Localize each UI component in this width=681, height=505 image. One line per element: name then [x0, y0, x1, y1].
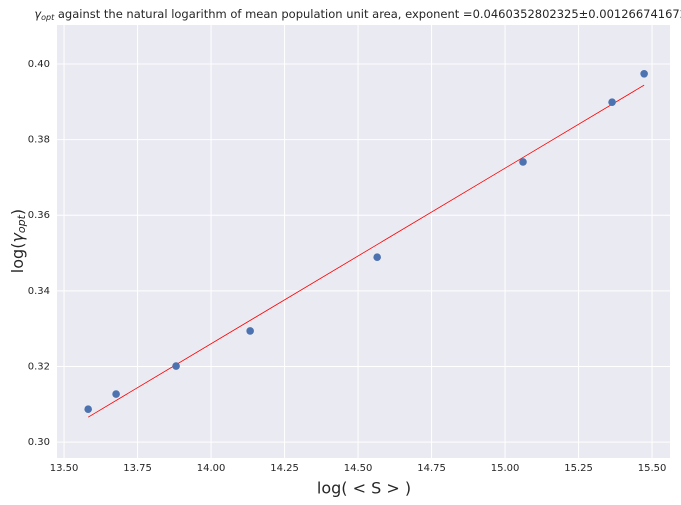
data-point	[112, 390, 120, 398]
y-label-suffix: )	[8, 209, 27, 215]
title-text: against the natural logarithm of mean po…	[54, 7, 681, 21]
y-tick-label: 0.38	[28, 135, 50, 146]
data-point	[640, 69, 648, 78]
x-tick-label: 14.75	[417, 463, 446, 474]
y-tick-label: 0.32	[28, 361, 50, 372]
data-point	[172, 362, 180, 370]
title-symbol: γ	[34, 7, 42, 21]
data-point	[608, 98, 616, 106]
data-point	[84, 405, 92, 414]
y-tick-label: 0.40	[28, 59, 50, 70]
x-tick-label: 13.75	[123, 463, 152, 474]
x-tick-label: 14.50	[344, 463, 373, 474]
x-tick-label: 15.25	[564, 463, 593, 474]
fit-line	[87, 84, 645, 418]
y-tick-label: 0.30	[28, 437, 50, 448]
y-axis-label: log(γopt)	[8, 209, 29, 273]
data-point	[246, 327, 254, 335]
y-tick-label: 0.36	[28, 210, 50, 221]
x-tick-label: 14.00	[197, 463, 226, 474]
x-tick-label: 13.50	[50, 463, 79, 474]
title-subscript: opt	[41, 13, 55, 22]
y-label-symbol: γ	[8, 232, 27, 243]
chart-title: γopt against the natural logarithm of me…	[34, 7, 681, 22]
x-tick-label: 15.50	[638, 463, 667, 474]
x-tick-label: 14.25	[270, 463, 299, 474]
data-point	[373, 253, 381, 261]
y-tick-label: 0.34	[28, 286, 50, 297]
plot-area	[57, 25, 670, 458]
y-label-subscript: opt	[15, 214, 28, 233]
x-tick-label: 15.00	[491, 463, 520, 474]
grid	[57, 25, 670, 458]
x-axis-label: log( < S > )	[317, 479, 411, 498]
data-point	[519, 158, 527, 166]
y-label-prefix: log(	[8, 243, 27, 274]
